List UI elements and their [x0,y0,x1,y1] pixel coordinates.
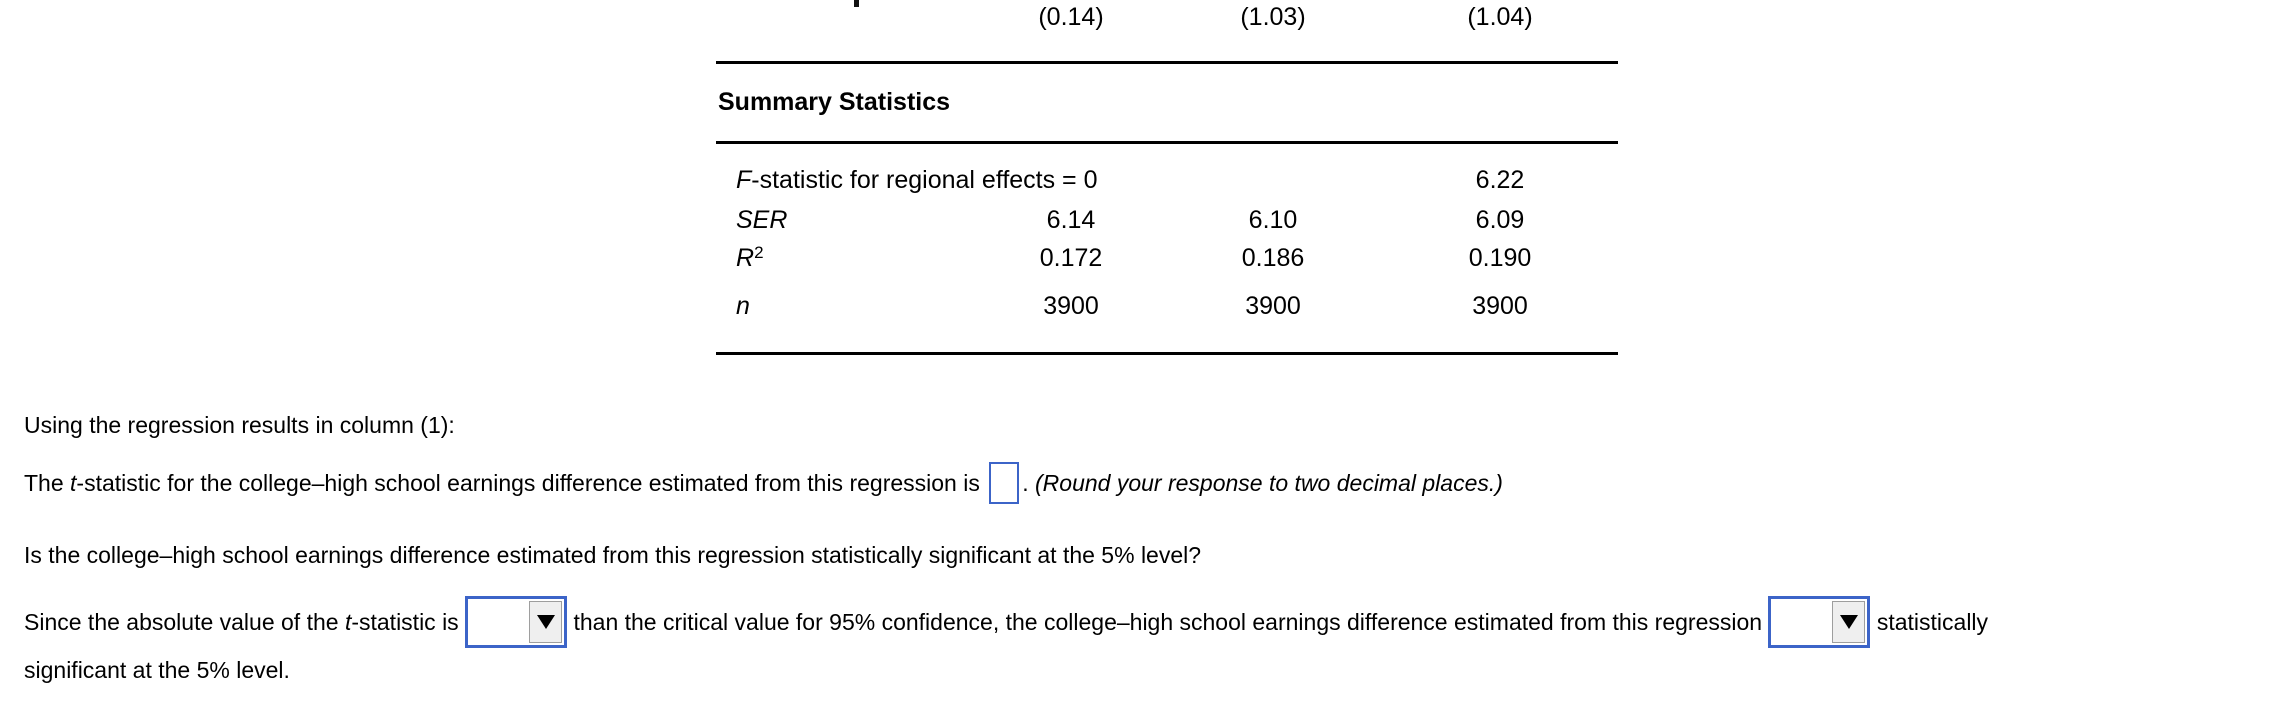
q3-italic-t: t [344,609,352,635]
f-statistic-col-3: 6.22 [1475,166,1525,194]
dropdown-arrow-icon [1839,615,1858,629]
n-label: n [736,292,750,320]
q1-text-3: . [1022,470,1036,496]
table-rule-top [716,61,1618,64]
ser-col-1: 6.14 [1046,206,1096,234]
standard-errors-row: (0.14) (1.03) (1.04) [716,3,1618,35]
ser-col-3: 6.09 [1475,206,1525,234]
q3-line-1: Since the absolute value of the t -statis… [24,596,1988,648]
n-col-3: 3900 [1472,292,1528,320]
q1-text-2: -statistic for the college–high school e… [76,470,987,496]
ser-col-2: 6.10 [1248,206,1298,234]
n-col-1: 3900 [1043,292,1099,320]
q3-text-1: Since the absolute value of the [24,609,345,635]
q1-italic-t: t [70,470,77,496]
comparison-dropdown[interactable] [465,596,568,648]
r-squared-label: R2 [736,242,764,273]
question-intro: Using the regression results in column (… [24,412,455,438]
ser-label: SER [736,206,788,234]
cutoff-text-fragment [854,0,859,7]
t-statistic-input[interactable] [989,462,1020,504]
table-row-ser: SER 6.14 6.10 6.09 [716,206,1618,240]
r-squared-col-3: 0.190 [1468,244,1532,272]
r-squared-col-1: 0.172 [1039,244,1103,272]
q3-text-4: statistically [1870,609,1989,635]
question-t-statistic: The t -statistic for the college–high sch… [24,462,1503,504]
table-rule-bottom [716,352,1618,355]
significance-dropdown-button[interactable] [1832,601,1866,643]
comparison-dropdown-button[interactable] [529,601,563,643]
dropdown-arrow-icon [536,615,555,629]
q3-text-2: -statistic is [351,609,466,635]
q1-text-1: The [24,470,71,496]
table-rule-middle [716,141,1618,144]
significance-dropdown[interactable] [1768,596,1871,648]
table-row-f-statistic: F-statistic for regional effects = 0 6.2… [716,166,1618,200]
se-col-3: (1.04) [1467,3,1533,31]
n-col-2: 3900 [1245,292,1301,320]
question-significance: Is the college–high school earnings diff… [24,542,1202,568]
table-row-n: n 3900 3900 3900 [716,292,1618,326]
table-row-r-squared: R2 0.172 0.186 0.190 [716,242,1618,278]
q1-round-note: (Round your response to two decimal plac… [1035,470,1503,496]
question-conclusion: Since the absolute value of the t -statis… [24,596,1988,685]
r-squared-col-2: 0.186 [1241,244,1305,272]
se-col-2: (1.03) [1240,3,1306,31]
se-col-1: (0.14) [1038,3,1104,31]
q3-text-3: than the critical value for 95% confiden… [567,609,1769,635]
q3-line-2: significant at the 5% level. [24,657,290,683]
summary-statistics-header: Summary Statistics [718,88,951,116]
f-statistic-label: F-statistic for regional effects = 0 [736,166,1098,194]
